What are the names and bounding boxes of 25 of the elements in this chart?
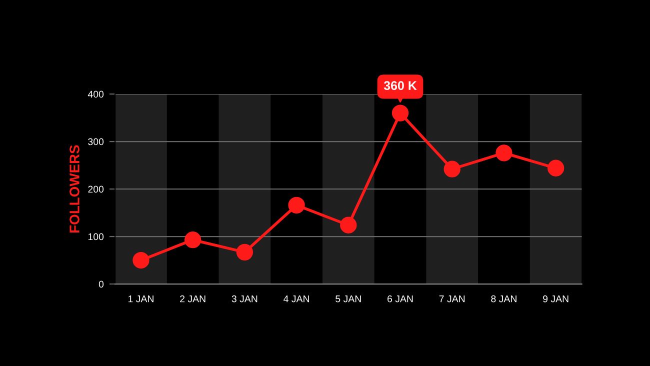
- point: [496, 144, 512, 162]
- annotation: 360 K: [384, 81, 417, 90]
- x-tick-label: 6 JAN: [388, 295, 413, 302]
- y-axis-title: FOLLOWERS: [70, 145, 80, 232]
- y-tick-label: 0: [98, 280, 104, 288]
- point: [340, 216, 357, 234]
- x-tick-label: 1 JAN: [128, 295, 154, 302]
- x-tick-label: 4 JAN: [284, 295, 309, 302]
- point: [288, 196, 305, 214]
- x-tick-label: 3 JAN: [232, 295, 258, 302]
- y-tick-label: 200: [88, 186, 104, 193]
- point: [547, 160, 564, 176]
- x-tick-label: 9 JAN: [543, 295, 568, 302]
- x-tick-label: 5 JAN: [336, 295, 361, 302]
- y-tick-label: 400: [88, 90, 104, 98]
- y-tick-label: 300: [88, 138, 104, 146]
- x-tick-label: 2 JAN: [180, 295, 206, 302]
- y-tick-label: 100: [88, 233, 104, 240]
- point: [444, 160, 460, 178]
- point: [392, 104, 409, 122]
- point: [132, 252, 150, 269]
- x-tick-label: 8 JAN: [491, 295, 516, 302]
- point: [236, 244, 254, 261]
- point: [184, 232, 202, 248]
- x-tick-label: 7 JAN: [439, 295, 465, 302]
